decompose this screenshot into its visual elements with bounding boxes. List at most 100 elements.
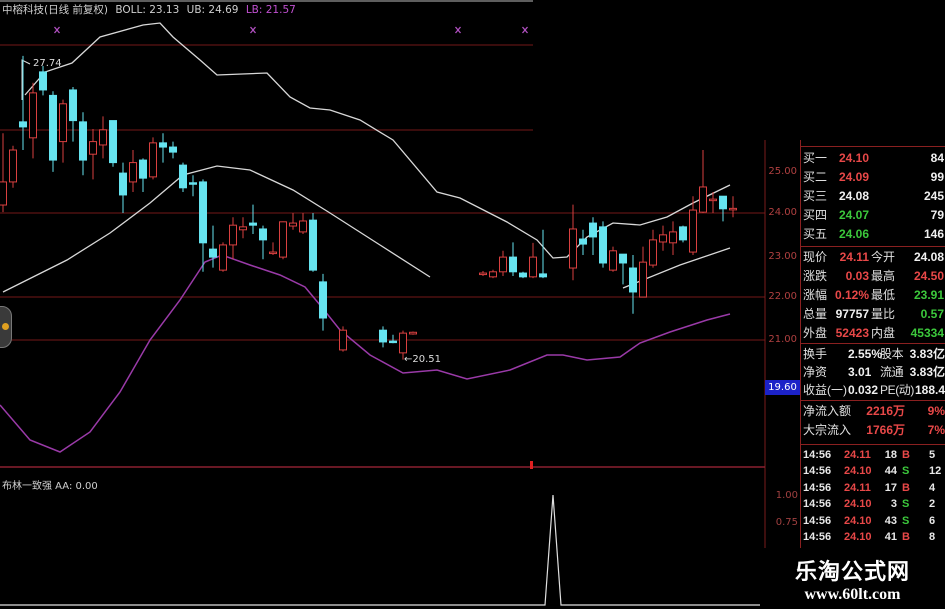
candle-down: [599, 221, 607, 268]
stat-value: 0.12%: [834, 288, 869, 302]
tick-count: 5: [929, 449, 936, 461]
quote-stat-row: 现价 24.11 今开 24.08: [803, 248, 945, 266]
fundamental-value: 0.032: [848, 383, 879, 397]
bid-row: 买二 24.09 99: [803, 168, 945, 186]
tick-side: S: [902, 465, 910, 478]
divider: [800, 444, 945, 445]
candle-down: [79, 112, 87, 176]
tick-count: 2: [929, 498, 936, 511]
current-price-marker: 19.60: [765, 380, 800, 395]
stat-value: 45334: [910, 326, 944, 340]
candle-down: [589, 217, 597, 255]
candle-body: [699, 186, 707, 213]
candle-up: [239, 217, 247, 239]
candle-body: [509, 256, 517, 273]
flow-label: 净流入额: [803, 404, 852, 418]
bid-volume: 245: [923, 189, 944, 203]
candle-down: [379, 326, 387, 348]
candle-up: [669, 221, 677, 255]
candle-body: [629, 267, 637, 293]
candle-body: [129, 162, 137, 183]
candle-body: [619, 253, 627, 264]
candle-body: [529, 256, 537, 278]
candle-down: [159, 133, 167, 163]
flow-value: 1766万: [866, 423, 905, 437]
tick-side: B: [902, 481, 910, 494]
axis-label: 23.00: [768, 251, 797, 262]
candle-body: [249, 222, 257, 226]
candle-down: [119, 162, 127, 213]
scroll-handle[interactable]: [0, 306, 12, 348]
candle-up: [149, 137, 157, 180]
candle-body: [679, 226, 687, 241]
ub-value: UB: 24.69: [186, 4, 239, 16]
candle-body: [539, 273, 547, 278]
candle-body: [639, 261, 647, 298]
candle-body: [479, 272, 487, 276]
handle-dot-icon: [2, 323, 9, 330]
tick-side: B: [902, 449, 910, 461]
candle-body: [569, 228, 577, 269]
candle-down: [539, 229, 547, 279]
candle-body: [209, 248, 217, 258]
tick-price: 24.10: [844, 514, 872, 527]
watermark-url: www.60lt.com: [804, 586, 901, 603]
watermark-title: 乐淘公式网: [794, 559, 910, 585]
candle-body: [309, 219, 317, 271]
candle-up: [489, 269, 497, 279]
axis-label: 24.00: [768, 207, 797, 218]
candle-down: [19, 55, 27, 150]
boll-value: BOLL: 23.13: [115, 4, 180, 16]
candle-body: [19, 121, 27, 128]
fundamental-label: 净资: [803, 365, 828, 379]
tick-row: 14:56 24.10 44 S 12: [803, 463, 945, 479]
tick-price: 24.11: [844, 449, 871, 461]
candle-up: [529, 242, 537, 279]
bid-volume: 84: [930, 151, 944, 165]
bid-label: 买四: [803, 208, 828, 222]
bid-price: 24.10: [838, 151, 869, 165]
flow-value: 2216万: [866, 404, 905, 418]
candle-body: [139, 159, 147, 179]
candle-up: [279, 221, 287, 260]
candle-down: [259, 225, 267, 260]
bid-price: 24.08: [838, 189, 869, 203]
candle-up: [569, 204, 577, 281]
grid-lines: [0, 0, 766, 609]
candle-body: [339, 329, 347, 351]
stat-label: 最高: [871, 269, 896, 283]
lower-band-line: [0, 254, 731, 453]
candle-up: [299, 213, 307, 234]
quote-stat-row: 总量 97757 量比 0.57: [803, 305, 945, 323]
candle-up: [699, 150, 707, 213]
stat-label: 内盘: [871, 326, 896, 340]
stat-value: 24.50: [913, 269, 944, 283]
fundamental-label: PE(动): [880, 383, 915, 397]
fundamental-value: 2.55%: [848, 347, 883, 361]
candle-down: [579, 229, 587, 255]
bid-volume: 146: [923, 227, 944, 241]
indicator-panel: [0, 494, 765, 606]
tick-price: 24.10: [844, 531, 872, 543]
tick-count: 12: [929, 465, 942, 478]
fundamental-row: 净资 3.01 流通 3.83亿: [803, 363, 945, 381]
stat-value: 0.57: [920, 307, 944, 321]
bid-row: 买四 24.07 79: [803, 206, 945, 224]
candle-down: [39, 66, 47, 96]
candle-body: [149, 142, 157, 178]
bid-label: 买一: [803, 151, 828, 165]
candle-body: [589, 222, 597, 238]
candle-body: [709, 198, 717, 202]
tick-count: 4: [929, 481, 936, 494]
tick-volume: 18: [884, 449, 897, 461]
candle-body: [269, 251, 277, 255]
middle-band-line: [2, 165, 431, 293]
candle-body: [389, 340, 397, 344]
tick-side: S: [902, 514, 910, 527]
candle-body: [99, 129, 107, 146]
fundamental-value: 3.83亿: [909, 365, 945, 379]
candle-body: [109, 120, 117, 164]
candle-down: [629, 255, 637, 314]
indicator-axis-label: 1.00: [775, 490, 798, 501]
